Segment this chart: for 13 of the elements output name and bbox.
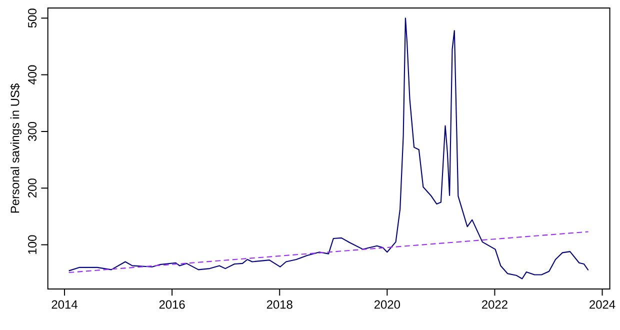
x-tick-label: 2020 — [374, 300, 400, 309]
y-tick-label: 200 — [28, 178, 37, 198]
x-tick-label: 2014 — [52, 300, 78, 309]
y-tick-label: 100 — [28, 235, 37, 254]
y-tick-label: 400 — [28, 65, 37, 85]
x-tick-label: 2024 — [590, 300, 616, 309]
x-tick-label: 2022 — [482, 300, 508, 309]
x-tick-label: 2016 — [159, 300, 185, 309]
y-tick-label: 500 — [28, 8, 37, 28]
x-tick-label: 2018 — [266, 300, 292, 309]
y-axis-title: Personal savings in US$ — [10, 84, 22, 213]
y-tick-label: 300 — [28, 122, 37, 142]
line-series — [68, 18, 589, 280]
